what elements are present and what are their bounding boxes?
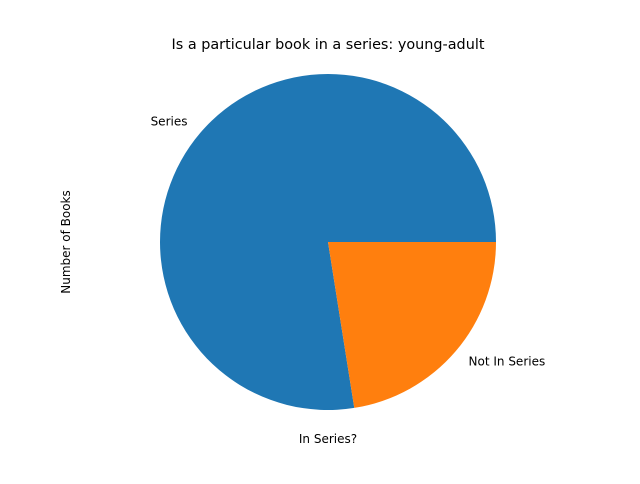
pie-slice-labels: Series Not In Series [151,114,546,368]
chart-title: Is a particular book in a series: young-… [172,37,485,53]
slice-label-not-in-series: Not In Series [469,355,546,369]
x-axis-label: In Series? [299,432,357,446]
y-axis-label: Number of Books [59,190,73,294]
pie-slice-not-in-series [328,242,496,408]
slice-label-series: Series [151,114,188,128]
pie-slices [159,74,496,410]
